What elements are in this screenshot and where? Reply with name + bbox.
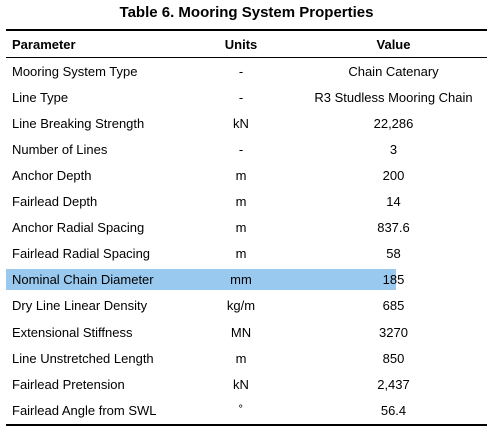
row-parameter: Number of Lines	[12, 141, 108, 157]
row-value: 56.4	[380, 402, 407, 418]
row-value: 2,437	[377, 376, 410, 392]
table-row: Fairlead Depth m 14	[6, 189, 487, 215]
row-units: kg/m	[226, 298, 256, 314]
row-units: -	[238, 141, 244, 157]
table-row: Fairlead Radial Spacing m 58	[6, 241, 487, 267]
row-value: 3270	[379, 324, 408, 340]
row-parameter: Anchor Depth	[12, 167, 92, 183]
row-parameter: Fairlead Depth	[12, 194, 98, 209]
row-units: MN	[230, 324, 252, 340]
row-parameter: Mooring System Type	[12, 63, 138, 79]
row-parameter: Line Unstretched Length	[12, 350, 154, 366]
table-row: Number of Lines - 3	[6, 136, 487, 162]
row-value: 200	[382, 167, 405, 183]
table-row: Anchor Depth m 200	[6, 162, 487, 188]
row-value: 22,286	[373, 115, 414, 131]
table-row: Dry Line Linear Density kg/m 685	[6, 293, 487, 319]
row-units: m	[235, 350, 247, 366]
row-value: 850	[382, 350, 405, 366]
row-units: kN	[233, 115, 249, 131]
row-parameter: Fairlead Pretension	[12, 376, 125, 392]
row-units: -	[238, 89, 244, 105]
row-value: 837.6	[377, 220, 410, 236]
row-value: 58	[386, 246, 401, 262]
row-value: 3	[389, 141, 398, 157]
row-units: -	[238, 63, 244, 79]
table-row: Line Breaking Strength kN 22,286	[6, 110, 487, 136]
table-bottom-rule	[6, 424, 487, 426]
row-parameter: Nominal Chain Diameter	[12, 272, 154, 288]
row-value: 185	[382, 272, 405, 288]
row-units: m	[235, 220, 247, 236]
row-parameter: Fairlead Radial Spacing	[12, 246, 151, 262]
row-value: 685	[382, 298, 405, 314]
row-value: 14	[386, 194, 401, 209]
header-units: Units	[224, 36, 258, 52]
table-row: Mooring System Type - Chain Catenary	[6, 58, 487, 84]
table-title: Table 6. Mooring System Properties	[119, 4, 374, 21]
row-parameter: Line Type	[12, 89, 69, 105]
table-header-row: Parameter Units Value	[6, 32, 487, 56]
row-units: ˚	[238, 402, 244, 418]
row-units: m	[235, 194, 247, 209]
table-row: Extensional Stiffness MN 3270	[6, 319, 487, 345]
row-units: kN	[233, 376, 249, 392]
table-row: Fairlead Pretension kN 2,437	[6, 371, 487, 397]
row-units: m	[235, 246, 247, 262]
table-row: Line Unstretched Length m 850	[6, 345, 487, 371]
header-value: Value	[376, 36, 411, 52]
table-header-rule	[6, 57, 487, 58]
row-parameter: Line Breaking Strength	[12, 115, 145, 131]
row-parameter: Anchor Radial Spacing	[12, 220, 145, 236]
row-value: Chain Catenary	[348, 63, 439, 79]
row-parameter: Fairlead Angle from SWL	[12, 402, 157, 418]
table-row: Line Type - R3 Studless Mooring Chain	[6, 84, 487, 110]
table-row: Nominal Chain Diameter mm 185	[6, 267, 487, 293]
row-units: mm	[230, 272, 252, 288]
row-parameter: Dry Line Linear Density	[12, 298, 148, 314]
text-selection-highlight	[6, 268, 396, 290]
table-top-rule	[6, 29, 487, 31]
header-parameter: Parameter	[12, 36, 76, 52]
table-row: Anchor Radial Spacing m 837.6	[6, 215, 487, 241]
table-row: Fairlead Angle from SWL ˚ 56.4	[6, 397, 487, 423]
row-units: m	[235, 167, 247, 183]
row-value: R3 Studless Mooring Chain	[314, 89, 473, 105]
row-parameter: Extensional Stiffness	[12, 324, 133, 340]
